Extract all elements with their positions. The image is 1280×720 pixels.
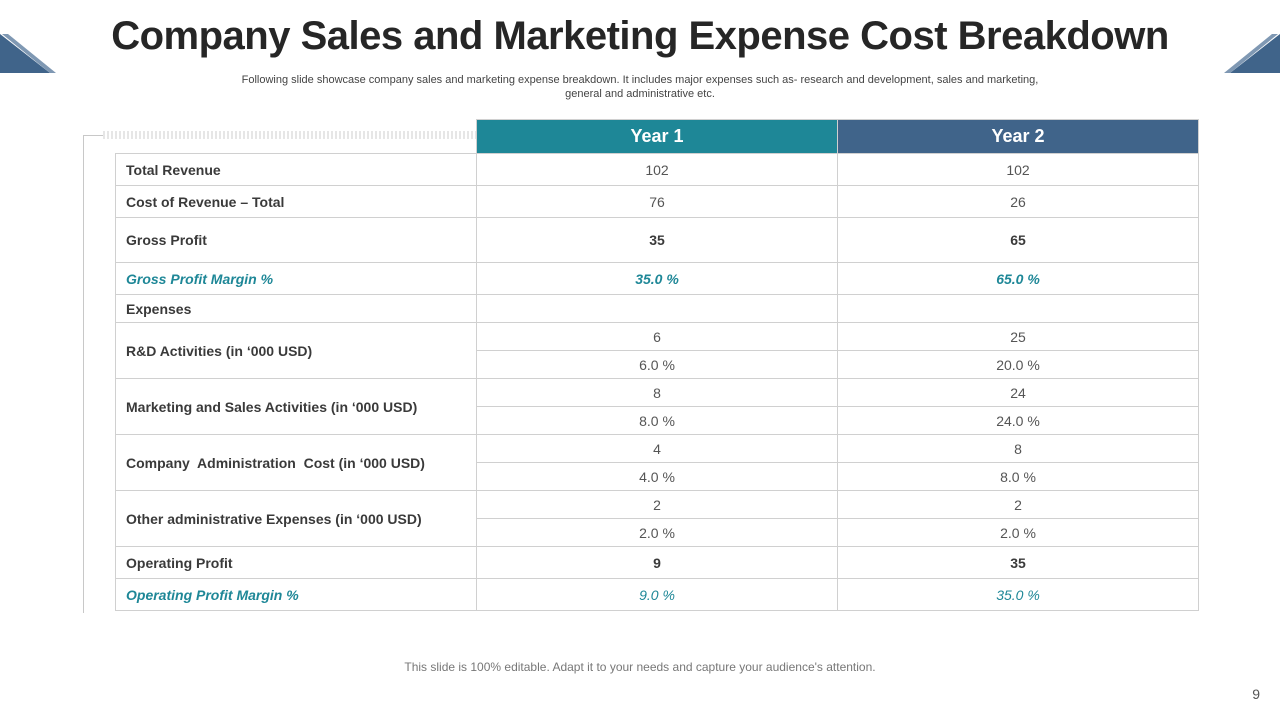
year-2-empty-cell — [837, 294, 1199, 323]
row-rd-activities: R&D Activities (in ‘000 USD) 6 25 — [115, 322, 1199, 379]
year-1-value: 9 — [476, 546, 838, 579]
header-stripe-decoration — [103, 131, 476, 139]
table-bracket-tick — [83, 135, 103, 136]
year-1-value: 102 — [476, 153, 838, 186]
row-label: Cost of Revenue – Total — [115, 185, 477, 218]
row-label: Other administrative Expenses (in ‘000 U… — [115, 490, 477, 547]
row-other-admin: Other administrative Expenses (in ‘000 U… — [115, 490, 1199, 547]
row-label: Marketing and Sales Activities (in ‘000 … — [115, 378, 477, 435]
row-gross-profit: Gross Profit 35 65 — [115, 217, 1199, 263]
row-marketing-sales-pct: 8.0 % 24.0 % — [116, 406, 1199, 435]
slide-subtitle: Following slide showcase company sales a… — [241, 74, 1039, 100]
row-company-admin-pct: 4.0 % 8.0 % — [116, 462, 1199, 491]
row-company-admin: Company Administration Cost (in ‘000 USD… — [115, 434, 1199, 491]
row-operating-profit-margin: Operating Profit Margin % 9.0 % 35.0 % — [115, 578, 1199, 611]
row-other-admin-pct: 2.0 % 2.0 % — [116, 518, 1199, 547]
footer-note: This slide is 100% editable. Adapt it to… — [404, 660, 876, 674]
row-total-revenue: Total Revenue 102 102 — [115, 153, 1199, 186]
row-expenses-header: Expenses — [115, 294, 1199, 323]
year-1-value: 35 — [476, 217, 838, 263]
slide-title: Company Sales and Marketing Expense Cost… — [111, 14, 1169, 58]
header-blank-cell — [116, 120, 477, 154]
year-1-value: 35.0 % — [476, 262, 838, 295]
year-1-value: 6 — [476, 322, 838, 351]
year-2-value: 35.0 % — [837, 578, 1199, 611]
corner-decoration-left — [0, 34, 56, 73]
year-1-value: 2 — [476, 490, 838, 519]
header-year-1: Year 1 — [476, 119, 838, 154]
row-label: Gross Profit — [115, 217, 477, 263]
year-1-value: 9.0 % — [476, 578, 838, 611]
year-2-value: 102 — [837, 153, 1199, 186]
year-2-value: 8 — [837, 434, 1199, 463]
row-operating-profit: Operating Profit 9 35 — [115, 546, 1199, 579]
row-cost-of-revenue: Cost of Revenue – Total 76 26 — [115, 185, 1199, 218]
row-rd-activities-pct: 6.0 % 20.0 % — [116, 350, 1199, 379]
expense-table: Year 1 Year 2 Total Revenue 102 102 Cost… — [115, 119, 1199, 611]
table-bracket-line — [83, 135, 84, 613]
row-label: R&D Activities (in ‘000 USD) — [115, 322, 477, 379]
year-1-value: 4 — [476, 434, 838, 463]
year-2-value: 26 — [837, 185, 1199, 218]
year-1-value: 76 — [476, 185, 838, 218]
year-1-percent: 8.0 % — [476, 406, 838, 435]
table-header-row: Year 1 Year 2 — [116, 119, 1199, 154]
year-1-value: 8 — [476, 378, 838, 407]
row-label: Expenses — [115, 294, 477, 323]
year-2-percent: 2.0 % — [837, 518, 1199, 547]
row-gross-profit-margin: Gross Profit Margin % 35.0 % 65.0 % — [115, 262, 1199, 295]
row-label: Total Revenue — [115, 153, 477, 186]
year-2-value: 65.0 % — [837, 262, 1199, 295]
year-1-percent: 2.0 % — [476, 518, 838, 547]
year-2-percent: 8.0 % — [837, 462, 1199, 491]
year-2-percent: 20.0 % — [837, 350, 1199, 379]
row-label: Operating Profit Margin % — [115, 578, 477, 611]
row-marketing-sales: Marketing and Sales Activities (in ‘000 … — [115, 378, 1199, 435]
year-2-value: 24 — [837, 378, 1199, 407]
row-label: Operating Profit — [115, 546, 477, 579]
year-2-value: 25 — [837, 322, 1199, 351]
year-2-value: 35 — [837, 546, 1199, 579]
year-2-value: 2 — [837, 490, 1199, 519]
year-2-value: 65 — [837, 217, 1199, 263]
row-label: Company Administration Cost (in ‘000 USD… — [115, 434, 477, 491]
corner-decoration-right — [1224, 34, 1280, 73]
header-year-2: Year 2 — [837, 119, 1199, 154]
year-1-percent: 6.0 % — [476, 350, 838, 379]
year-1-empty-cell — [476, 294, 838, 323]
row-label: Gross Profit Margin % — [115, 262, 477, 295]
year-1-percent: 4.0 % — [476, 462, 838, 491]
year-2-percent: 24.0 % — [837, 406, 1199, 435]
page-number: 9 — [1252, 686, 1260, 702]
